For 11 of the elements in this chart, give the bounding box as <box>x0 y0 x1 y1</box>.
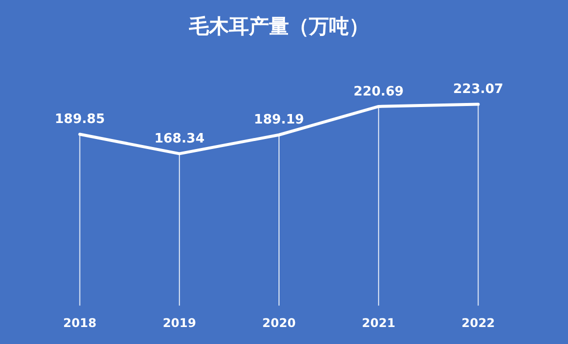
x-tick-label: 2019 <box>162 316 196 330</box>
x-tick-label: 2022 <box>461 316 495 330</box>
data-label: 223.07 <box>453 82 504 98</box>
chart-title: 毛木耳产量（万吨） <box>188 14 369 38</box>
data-label: 189.19 <box>254 112 304 128</box>
data-label: 189.85 <box>54 112 105 128</box>
data-label: 220.69 <box>354 84 404 100</box>
x-tick-label: 2020 <box>262 316 296 330</box>
x-tick-label: 2018 <box>63 316 97 330</box>
data-label: 168.34 <box>154 132 204 147</box>
x-tick-label: 2021 <box>362 316 396 330</box>
